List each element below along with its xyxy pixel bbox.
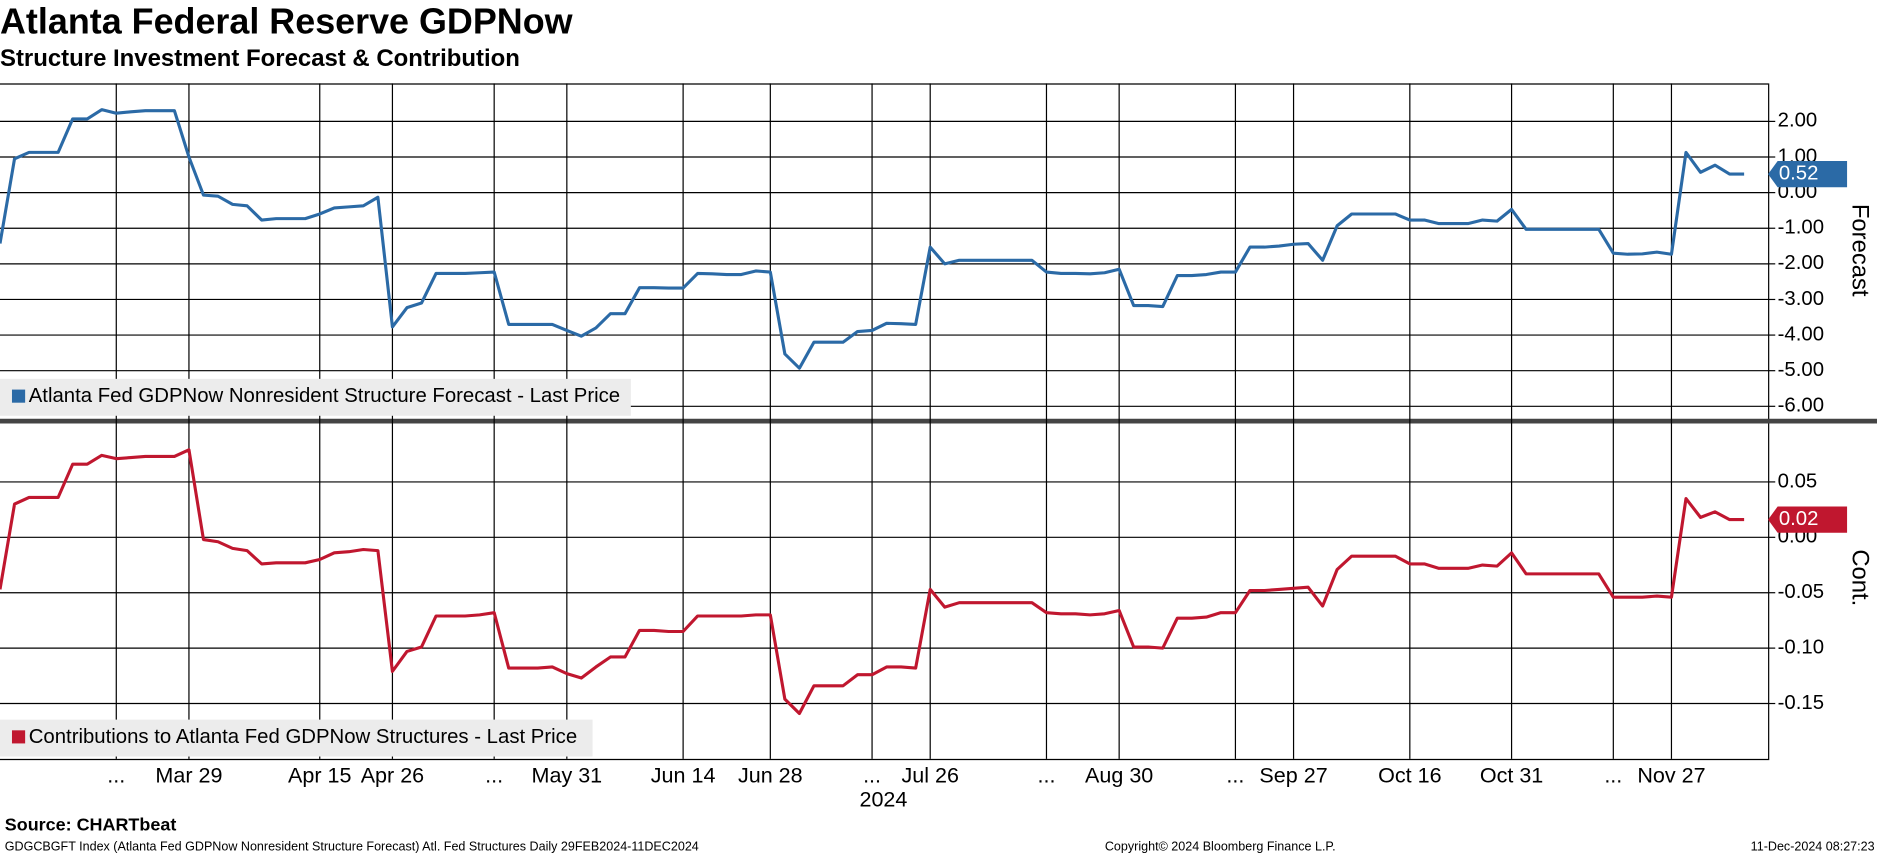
copyright: Copyright© 2024 Bloomberg Finance L.P.: [1105, 839, 1336, 853]
y-tick-label: -3.00: [1778, 288, 1824, 310]
y-tick-label: -0.05: [1778, 581, 1824, 603]
legend-swatch: [11, 730, 26, 744]
y-tick-label: -0.15: [1778, 692, 1824, 714]
x-tick-label: ...: [1226, 763, 1244, 787]
chart-subtitle: Structure Investment Forecast & Contribu…: [0, 45, 520, 72]
x-tick-label: Sep 27: [1259, 763, 1327, 787]
x-tick-label: May 31: [532, 763, 603, 787]
x-tick-label: ...: [107, 763, 125, 787]
x-tick-label: ...: [863, 763, 881, 787]
y-tick-label: -2.00: [1778, 252, 1824, 274]
legend-swatch: [11, 389, 26, 403]
x-tick-label: ...: [1037, 763, 1055, 787]
y-tick-label: -0.10: [1778, 637, 1824, 659]
last-price-tag: [1768, 160, 1848, 188]
x-axis-title: 2024: [859, 787, 907, 811]
x-tick-label: Apr 26: [361, 763, 424, 787]
x-tick-label: Jun 28: [738, 763, 803, 787]
last-price-label: 0.02: [1779, 508, 1819, 530]
x-tick-label: Jul 26: [901, 763, 958, 787]
footer-description: GDGCBGFT Index (Atlanta Fed GDPNow Nonre…: [5, 839, 699, 853]
x-tick-label: Mar 29: [155, 763, 222, 787]
last-price-tag: [1768, 506, 1848, 533]
y-tick-label: -1.00: [1778, 217, 1824, 239]
legend-label: Contributions to Atlanta Fed GDPNow Stru…: [29, 726, 577, 748]
data-line: [0, 448, 1745, 716]
x-tick-label: Oct 16: [1378, 763, 1441, 787]
last-price-label: 0.52: [1779, 162, 1819, 184]
x-tick-label: Oct 31: [1480, 763, 1543, 787]
x-tick-label: Aug 30: [1085, 763, 1153, 787]
y-tick-label: -4.00: [1778, 323, 1824, 345]
x-tick-label: Apr 15: [288, 763, 352, 787]
source: Source: CHARTbeat: [5, 814, 177, 834]
chart-title: Atlanta Federal Reserve GDPNow: [0, 1, 573, 41]
legend-box: [0, 719, 593, 757]
x-tick-label: Jun 14: [651, 763, 716, 787]
data-line: [0, 108, 1745, 370]
y-tick-label: 2.00: [1778, 110, 1818, 132]
timestamp: 11-Dec-2024 08:27:23: [1751, 839, 1875, 853]
x-tick-label: ...: [485, 763, 503, 787]
y-tick-label: -5.00: [1778, 359, 1824, 381]
x-tick-label: ...: [1604, 763, 1622, 787]
y-tick-label: -6.00: [1778, 395, 1824, 417]
y-tick-label: 0.05: [1778, 470, 1818, 492]
legend-label: Atlanta Fed GDPNow Nonresident Structure…: [29, 385, 620, 407]
x-tick-label: Nov 27: [1637, 763, 1705, 787]
legend-box: [0, 378, 631, 416]
y-axis-title: Forecast: [1847, 204, 1874, 297]
y-axis-title: Cont.: [1847, 549, 1874, 606]
